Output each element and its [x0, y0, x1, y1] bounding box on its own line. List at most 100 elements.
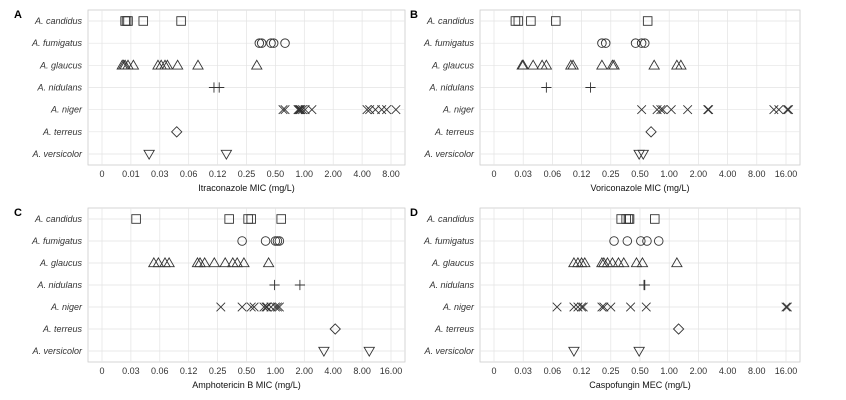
y-tick-label-a-versicolor: A. versicolor: [423, 346, 475, 356]
point-a-glaucus: [219, 257, 232, 268]
point-a-candidus: [246, 214, 256, 224]
point-a-glaucus: [192, 59, 204, 70]
point-a-glaucus: [127, 59, 140, 70]
x-tick-label: 0.06: [151, 366, 169, 376]
x-tick-label: 0.06: [544, 169, 562, 179]
point-a-niger: [270, 302, 281, 312]
y-tick-label-a-versicolor: A. versicolor: [31, 346, 83, 356]
y-tick-label-a-fumigatus: A. fumigatus: [423, 236, 475, 246]
point-a-fumigatus: [622, 236, 633, 246]
x-tick-label: 0: [491, 366, 496, 376]
point-a-fumigatus: [609, 236, 619, 246]
point-a-fumigatus: [274, 236, 285, 246]
x-axis-title: Itraconazole MIC (mg/L): [198, 183, 295, 193]
point-a-versicolor: [637, 149, 650, 160]
point-a-nidulans: [269, 279, 280, 291]
x-tick-label: 0.12: [573, 366, 591, 376]
point-a-niger: [578, 302, 588, 312]
point-a-glaucus: [578, 257, 591, 268]
x-tick-label: 0.50: [631, 169, 649, 179]
x-tick-label: 8.00: [748, 169, 766, 179]
x-tick-label: 2.00: [324, 169, 342, 179]
y-tick-label-a-niger: A. niger: [442, 302, 475, 312]
y-tick-label-a-nidulans: A. nidulans: [36, 83, 82, 93]
point-a-niger: [569, 302, 579, 312]
x-tick-label: 16.00: [380, 366, 403, 376]
point-a-fumigatus: [270, 236, 281, 246]
point-a-candidus: [650, 214, 660, 224]
point-a-niger: [666, 105, 676, 115]
y-tick-label-a-niger: A. niger: [442, 105, 475, 115]
x-tick-label: 4.00: [324, 366, 342, 376]
point-a-candidus: [138, 16, 149, 26]
point-a-fumigatus: [256, 38, 267, 48]
point-a-niger: [552, 302, 562, 312]
x-tick-label: 0.12: [209, 169, 227, 179]
y-tick-label-a-terreus: A. terreus: [434, 127, 475, 137]
point-a-fumigatus: [280, 38, 290, 48]
y-tick-label-a-nidulans: A. nidulans: [428, 83, 474, 93]
point-a-candidus: [224, 214, 234, 224]
point-a-niger: [280, 105, 290, 115]
point-a-glaucus: [540, 59, 553, 70]
point-a-niger: [274, 302, 284, 312]
point-a-niger: [606, 302, 616, 312]
x-tick-label: 2.00: [296, 366, 314, 376]
point-a-glaucus: [171, 59, 184, 70]
point-a-niger: [576, 302, 587, 312]
point-a-glaucus: [617, 257, 630, 268]
point-a-glaucus: [250, 59, 263, 70]
point-a-nidulans: [214, 82, 225, 93]
point-a-terreus: [329, 323, 341, 335]
point-a-niger: [656, 105, 666, 115]
point-a-niger: [769, 105, 779, 115]
x-tick-label: 8.00: [748, 366, 766, 376]
point-a-niger: [637, 105, 647, 115]
y-tick-label-a-terreus: A. terreus: [42, 324, 83, 334]
point-a-glaucus: [527, 59, 540, 70]
point-a-niger: [259, 302, 269, 312]
y-tick-label-a-terreus: A. terreus: [42, 127, 83, 137]
point-a-terreus: [170, 126, 183, 138]
y-tick-label-a-glaucus: A. glaucus: [39, 60, 83, 70]
point-a-niger: [362, 105, 372, 115]
point-a-versicolor: [143, 149, 156, 160]
point-a-niger: [216, 302, 226, 312]
y-tick-label-a-candidus: A. candidus: [426, 214, 475, 224]
point-a-niger: [266, 302, 276, 312]
x-tick-label: 0.50: [238, 366, 256, 376]
point-a-glaucus: [648, 59, 661, 70]
point-a-niger: [297, 105, 308, 115]
panel-label: B: [410, 9, 418, 21]
y-tick-label-a-candidus: A. candidus: [34, 16, 83, 26]
point-a-niger: [246, 302, 256, 312]
point-a-nidulans: [585, 82, 596, 93]
panel-c: 0 0.03 0.06 0.12 0.25 0.50 1.00 2.00 4.00 8.00 16.…: [14, 207, 406, 390]
point-a-niger: [782, 302, 792, 312]
point-a-candidus: [123, 16, 133, 26]
panel-b: 0 0.03 0.06 0.12 0.25 0.50 1.00 2.00 4.00 8.00 16.…: [410, 9, 801, 193]
x-tick-label: 8.00: [353, 366, 371, 376]
y-tick-label-a-candidus: A. candidus: [426, 16, 475, 26]
point-a-candidus: [642, 16, 653, 26]
y-tick-label-a-terreus: A. terreus: [434, 324, 475, 334]
point-a-fumigatus: [597, 38, 607, 48]
point-a-candidus: [176, 16, 186, 26]
point-a-candidus: [624, 214, 635, 224]
y-tick-label-a-versicolor: A. versicolor: [423, 149, 475, 159]
point-a-versicolor: [568, 346, 580, 357]
x-tick-label: 0.50: [631, 366, 649, 376]
x-tick-label: 4.00: [719, 169, 737, 179]
x-axis-title: Amphotericin B MIC (mg/L): [192, 380, 301, 390]
point-a-glaucus: [517, 59, 530, 70]
point-a-candidus: [526, 16, 536, 26]
x-tick-label: 1.00: [296, 169, 314, 179]
x-tick-label: 4.00: [719, 366, 737, 376]
point-a-niger: [641, 302, 651, 312]
panel-a: 0 0.01 0.03 0.06 0.12 0.25 0.50 1.00 2.00 4.00 8.0…: [14, 9, 406, 193]
y-tick-label-a-glaucus: A. glaucus: [431, 60, 475, 70]
point-a-niger: [625, 302, 636, 312]
x-tick-label: 0: [99, 169, 104, 179]
point-a-niger: [300, 105, 310, 115]
